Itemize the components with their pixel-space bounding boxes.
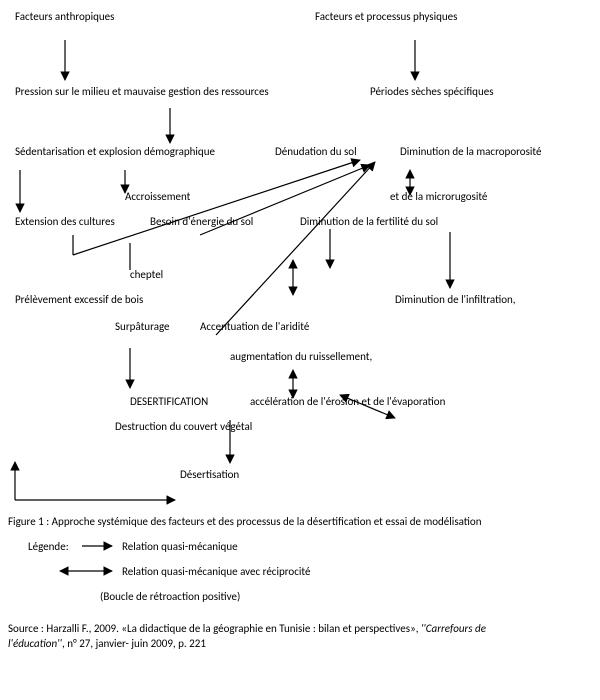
node-n15: Diminution de l'infiltration, — [395, 293, 516, 306]
node-n17: Accentuation de l'aridité — [200, 320, 310, 333]
node-n22: Désertisation — [180, 468, 239, 481]
node-n11: Besoin d'énergie du sol — [150, 215, 253, 228]
node-n8: Accroissement — [125, 190, 191, 203]
legend-label: Légende: — [28, 540, 69, 553]
node-n2: Facteurs et processus physiques — [315, 10, 457, 23]
node-n14: Prélèvement excessif de bois — [15, 293, 143, 306]
node-n6: Dénudation du sol — [275, 145, 357, 158]
node-n16: Surpâturage — [115, 320, 170, 333]
node-n5: Sédentarisation et explosion démographiq… — [15, 145, 215, 158]
node-n21: Destruction du couvert végétal — [115, 420, 252, 433]
node-n4: Périodes sèches spécifiques — [370, 85, 494, 98]
legend-rel2: Relation quasi-mécanique avec réciprocit… — [122, 565, 311, 578]
node-n10: Extension des cultures — [15, 215, 115, 228]
node-n9: et de la microrugosité — [390, 190, 488, 203]
node-n3: Pression sur le milieu et mauvaise gesti… — [15, 85, 269, 98]
node-n20: accélération de l'érosion et de l'évapor… — [250, 395, 446, 408]
node-n7: Diminution de la macroporosité — [400, 145, 542, 158]
node-n18: augmentation du ruissellement, — [230, 350, 372, 363]
node-n19: DESERTIFICATION — [130, 395, 208, 408]
node-n13: cheptel — [130, 268, 163, 281]
node-n1: Facteurs anthropiques — [15, 10, 114, 23]
node-n12: Diminution de la fertilité du sol — [300, 215, 438, 228]
legend-rel1: Relation quasi-mécanique — [122, 540, 238, 553]
source-line-2: l'éducation'', n° 27, janvier- juin 2009… — [8, 637, 206, 650]
source-line-1: Source : Harzalli F., 2009. «La didactiq… — [8, 622, 486, 635]
legend-feedback: (Boucle de rétroaction positive) — [100, 590, 240, 603]
figure-caption: Figure 1 : Approche systémique des facte… — [8, 515, 482, 528]
desertification-diagram: Facteurs anthropiques Facteurs et process… — [0, 0, 600, 700]
